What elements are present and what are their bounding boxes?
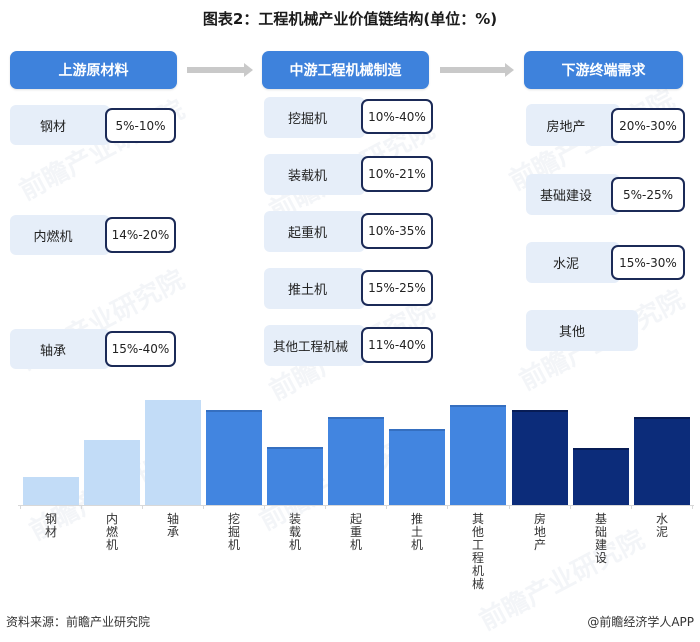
downstream-item-label: 水泥	[526, 242, 620, 283]
x-axis-tick	[325, 505, 326, 509]
x-axis-label: 推土机	[410, 512, 423, 552]
x-axis-label: 水泥	[655, 512, 668, 539]
x-axis-tick	[692, 505, 693, 509]
downstream-item-value: 5%-25%	[611, 177, 685, 212]
stage-midstream-header: 中游工程机械制造	[262, 51, 429, 89]
bar-zhoucheng	[145, 400, 201, 505]
credit-note: @前瞻经济学人APP	[587, 615, 694, 629]
downstream-item-label: 房地产	[526, 104, 620, 146]
upstream-item-value: 15%-40%	[105, 331, 176, 367]
midstream-item-value: 10%-21%	[361, 156, 433, 192]
bar-shuini	[634, 417, 690, 505]
x-axis-tick	[142, 505, 143, 509]
bar-jichujianshe	[573, 448, 629, 505]
arrow-right-icon	[440, 63, 514, 77]
midstream-item-label: 推土机	[264, 268, 365, 309]
x-axis-label: 内燃机	[105, 512, 118, 552]
downstream-item-label: 其他	[526, 310, 638, 351]
midstream-item-value: 10%-35%	[361, 213, 433, 249]
midstream-item-label: 其他工程机械	[264, 325, 365, 366]
midstream-item-value: 11%-40%	[361, 327, 433, 363]
x-axis-label: 挖掘机	[227, 512, 240, 552]
bar-zhuangzaiji	[267, 447, 323, 505]
x-axis-tick	[570, 505, 571, 509]
x-axis-tick	[386, 505, 387, 509]
bar-qizhongji	[328, 417, 384, 505]
x-axis-tick	[509, 505, 510, 509]
source-note: 资料来源：前瞻产业研究院	[6, 615, 151, 629]
downstream-item-label: 基础建设	[526, 174, 620, 215]
figure-title: 图表2：工程机械产业价值链结构(单位：%)	[202, 10, 498, 28]
upstream-item-label: 轴承	[10, 329, 110, 369]
x-axis-label: 其他工程机械	[471, 512, 484, 591]
x-axis-label: 起重机	[349, 512, 362, 552]
x-axis-label: 钢材	[44, 512, 57, 539]
x-axis-label: 装载机	[288, 512, 301, 552]
upstream-item-value: 14%-20%	[105, 217, 176, 253]
x-axis-tick	[20, 505, 21, 509]
arrow-right-icon	[187, 63, 253, 77]
x-axis-tick	[631, 505, 632, 509]
midstream-item-label: 装载机	[264, 154, 365, 195]
bar-qita-gongchengjixie	[450, 405, 506, 505]
upstream-item-label: 内燃机	[10, 215, 110, 255]
bar-wajueji	[206, 410, 262, 505]
bar-neiranji	[84, 440, 140, 505]
x-axis-label: 房地产	[533, 512, 546, 552]
x-axis-tick	[203, 505, 204, 509]
x-axis-label: 基础建设	[594, 512, 607, 565]
stage-downstream-header: 下游终端需求	[524, 51, 683, 89]
upstream-item-value: 5%-10%	[105, 108, 176, 143]
upstream-item-label: 钢材	[10, 105, 110, 145]
midstream-item-label: 起重机	[264, 211, 365, 252]
stage-upstream-header: 上游原材料	[10, 51, 177, 89]
bar-fangdichan	[512, 410, 568, 505]
midstream-item-label: 挖掘机	[264, 97, 365, 138]
x-axis-tick	[447, 505, 448, 509]
bar-tuituji	[389, 429, 445, 505]
x-axis-line	[18, 505, 694, 506]
midstream-item-value: 10%-40%	[361, 99, 433, 134]
downstream-item-value: 15%-30%	[611, 245, 685, 280]
x-axis-label: 轴承	[166, 512, 179, 539]
downstream-item-value: 20%-30%	[611, 108, 685, 143]
bar-gangcai	[23, 477, 79, 505]
midstream-item-value: 15%-25%	[361, 270, 433, 306]
x-axis-tick	[264, 505, 265, 509]
x-axis-tick	[81, 505, 82, 509]
